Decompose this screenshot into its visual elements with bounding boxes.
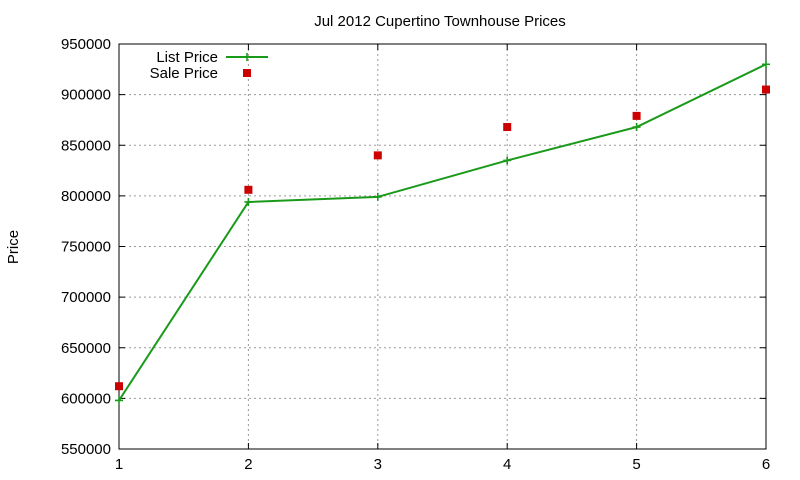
square-point-marker — [632, 111, 641, 120]
data-series — [115, 60, 770, 405]
plus-point-marker — [244, 197, 253, 206]
y-tick-label: 800000 — [61, 188, 111, 205]
series-sale-price — [115, 85, 770, 391]
y-tick-label: 600000 — [61, 390, 111, 407]
y-axis-label: Price — [5, 230, 22, 264]
y-tick-label: 750000 — [61, 239, 111, 256]
y-tick-label: 950000 — [61, 36, 111, 53]
legend-label: List Price — [156, 49, 218, 66]
axis-ticks: 1 2 3 4 5 6 550000 600000 650000 700000 750000 8000… — [61, 36, 770, 473]
plus-point-marker — [632, 123, 641, 132]
series-line — [118, 63, 767, 401]
legend-plus-swatch — [243, 53, 251, 61]
plus-point-marker — [762, 60, 770, 69]
y-tick-label: 900000 — [61, 87, 111, 104]
square-point-marker — [115, 382, 123, 391]
plot-frame — [118, 43, 767, 450]
x-tick-label: 1 — [115, 456, 123, 473]
x-tick-label: 4 — [503, 456, 511, 473]
y-tick-label: 850000 — [61, 137, 111, 154]
x-tick-label: 6 — [762, 456, 770, 473]
chart-title: Jul 2012 Cupertino Townhouse Prices — [314, 13, 566, 30]
plus-point-marker — [503, 156, 512, 165]
y-tick-label: 650000 — [61, 340, 111, 357]
square-point-marker — [503, 123, 512, 132]
x-tick-label: 3 — [374, 456, 382, 473]
legend-square-swatch — [243, 69, 251, 77]
grid-lines — [119, 44, 766, 449]
square-point-marker — [373, 151, 382, 160]
plus-point-marker — [115, 396, 123, 405]
y-tick-label: 700000 — [61, 289, 111, 306]
plus-point-marker — [373, 192, 382, 201]
x-tick-label: 5 — [632, 456, 640, 473]
legend-label: Sale Price — [150, 65, 218, 82]
square-point-marker — [762, 85, 770, 94]
square-point-marker — [244, 185, 253, 194]
y-tick-label: 550000 — [61, 441, 111, 458]
x-tick-label: 2 — [244, 456, 252, 473]
series-list-price — [115, 60, 770, 405]
